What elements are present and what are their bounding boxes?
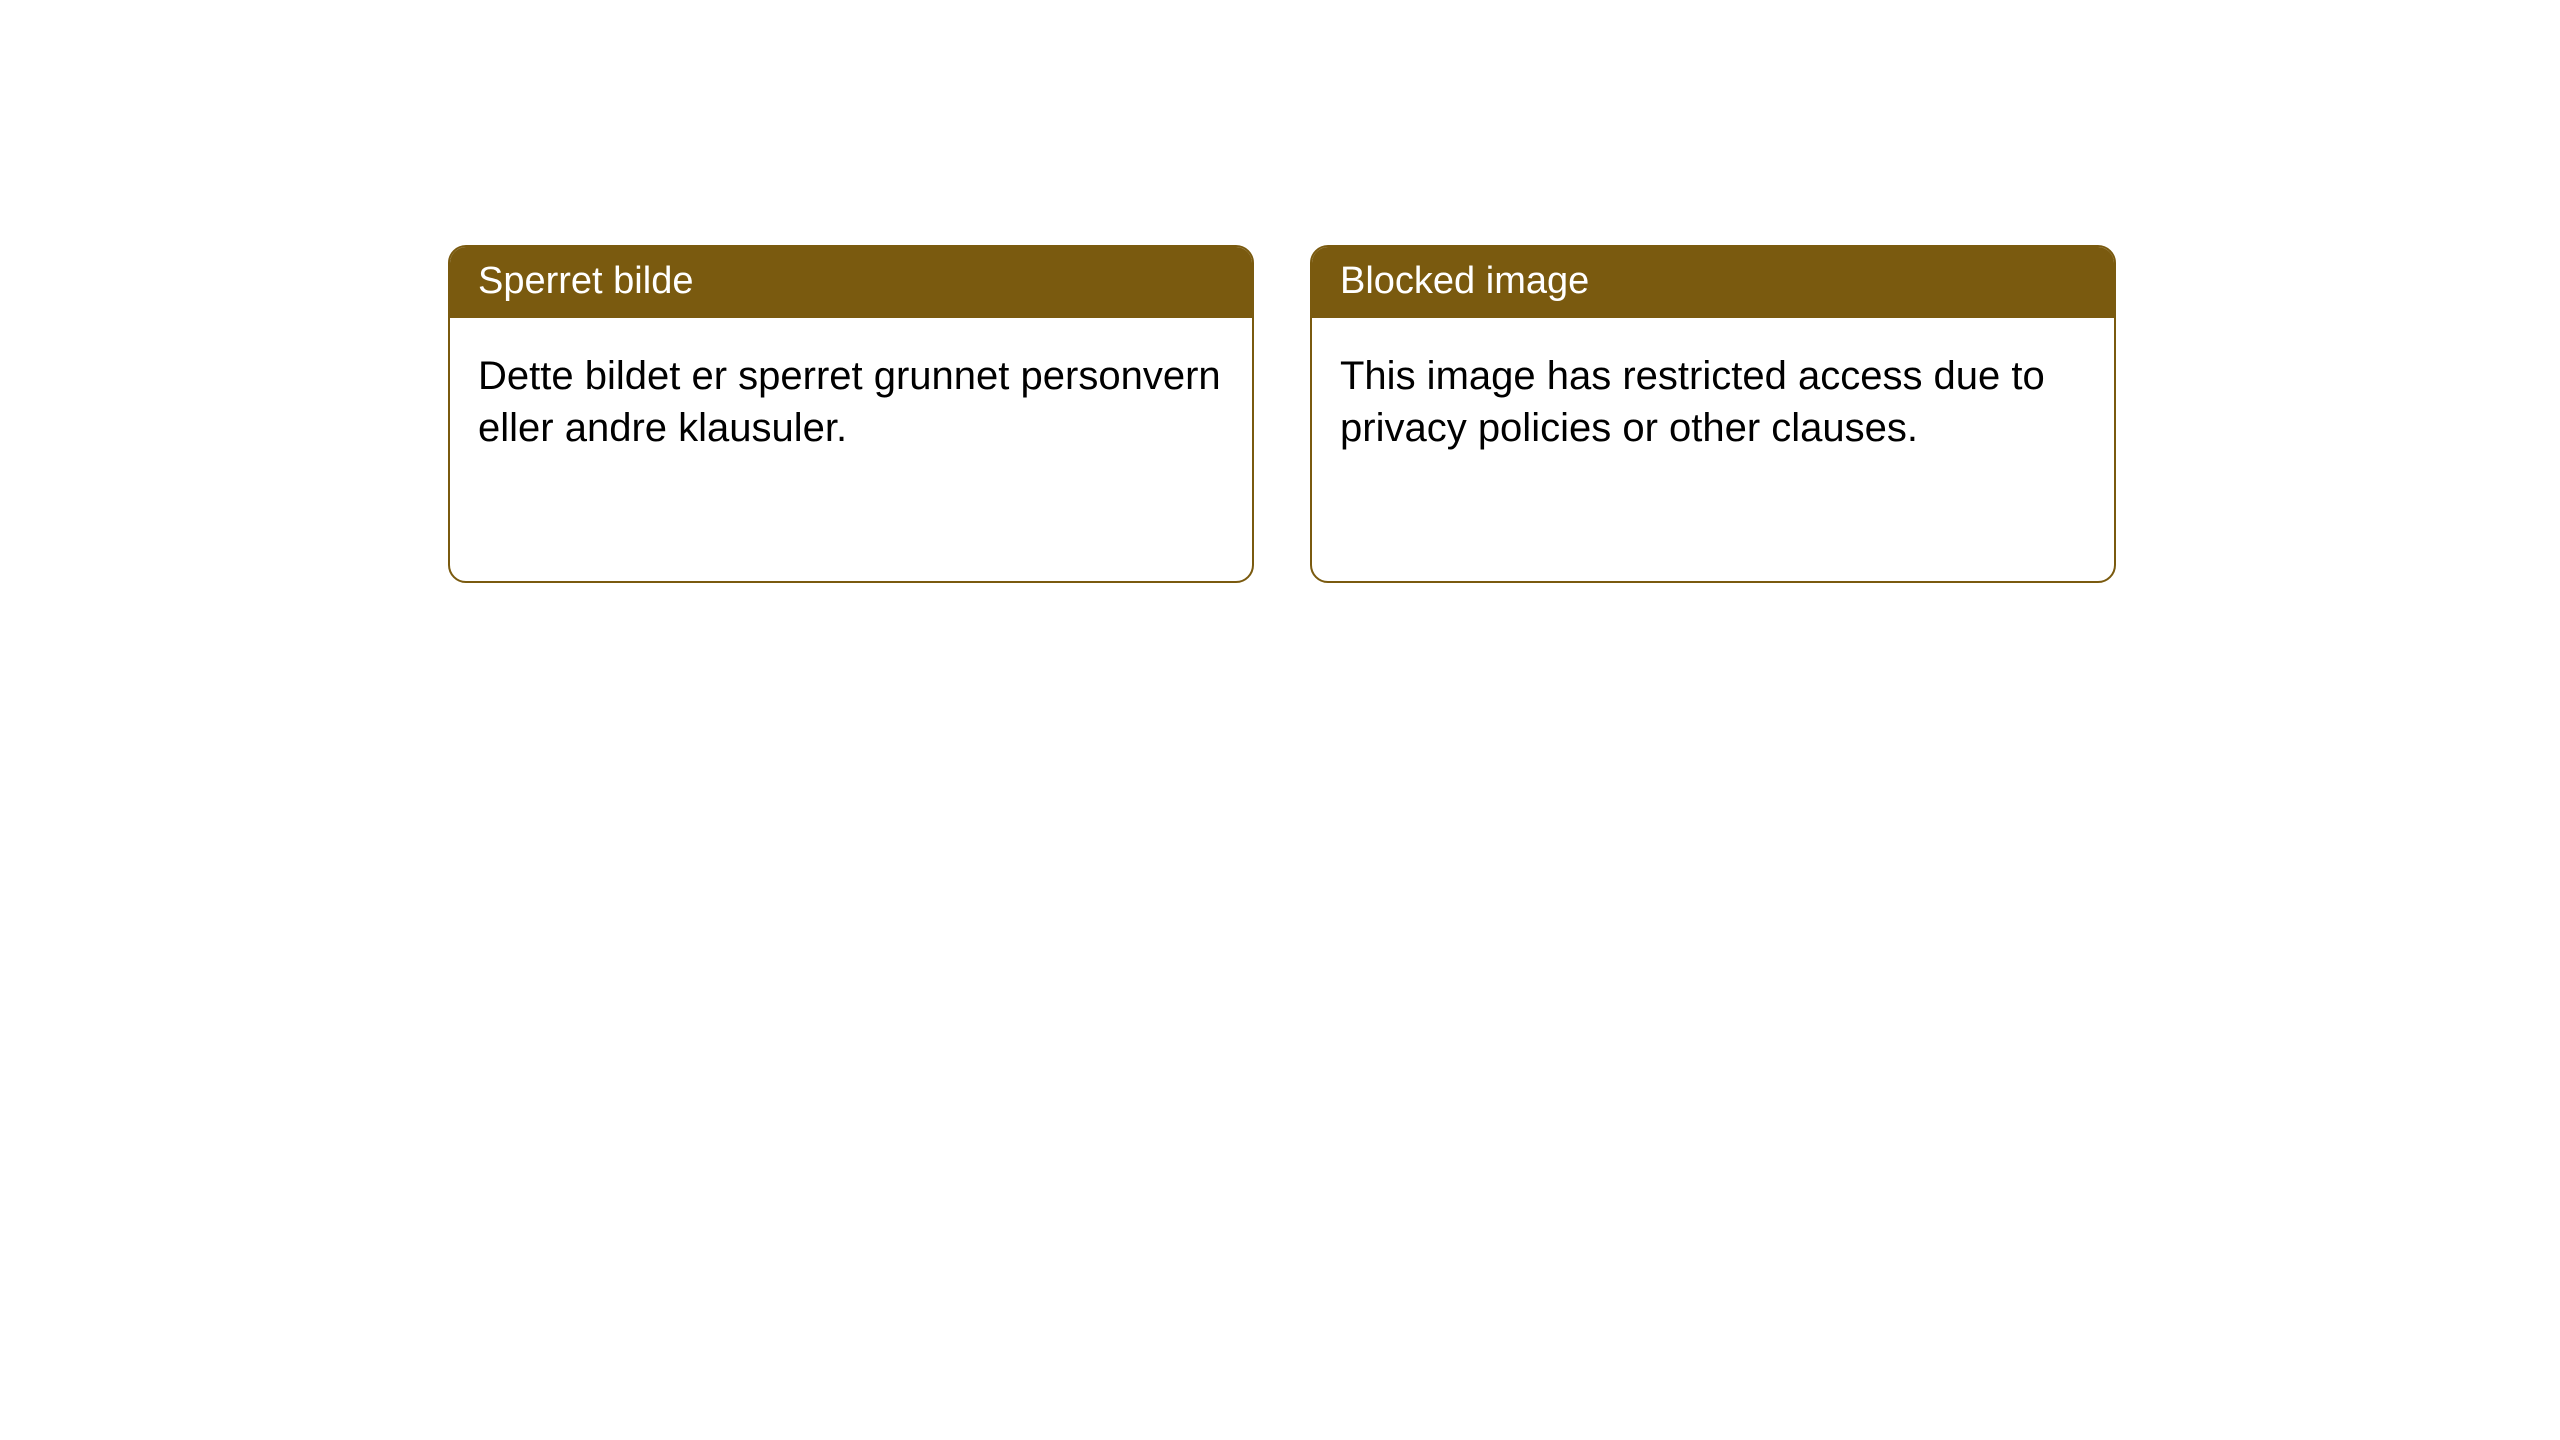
card-body-en: This image has restricted access due to … (1312, 318, 2114, 486)
card-body-text: Dette bildet er sperret grunnet personve… (478, 354, 1221, 450)
card-header-label: Blocked image (1340, 260, 1589, 302)
card-body-no: Dette bildet er sperret grunnet personve… (450, 318, 1252, 486)
blocked-image-card-no: Sperret bilde Dette bildet er sperret gr… (448, 245, 1254, 583)
blocked-image-card-en: Blocked image This image has restricted … (1310, 245, 2116, 583)
card-header-en: Blocked image (1312, 247, 2114, 318)
card-body-text: This image has restricted access due to … (1340, 354, 2045, 450)
card-header-no: Sperret bilde (450, 247, 1252, 318)
card-header-label: Sperret bilde (478, 260, 693, 302)
blocked-image-cards: Sperret bilde Dette bildet er sperret gr… (448, 245, 2560, 583)
